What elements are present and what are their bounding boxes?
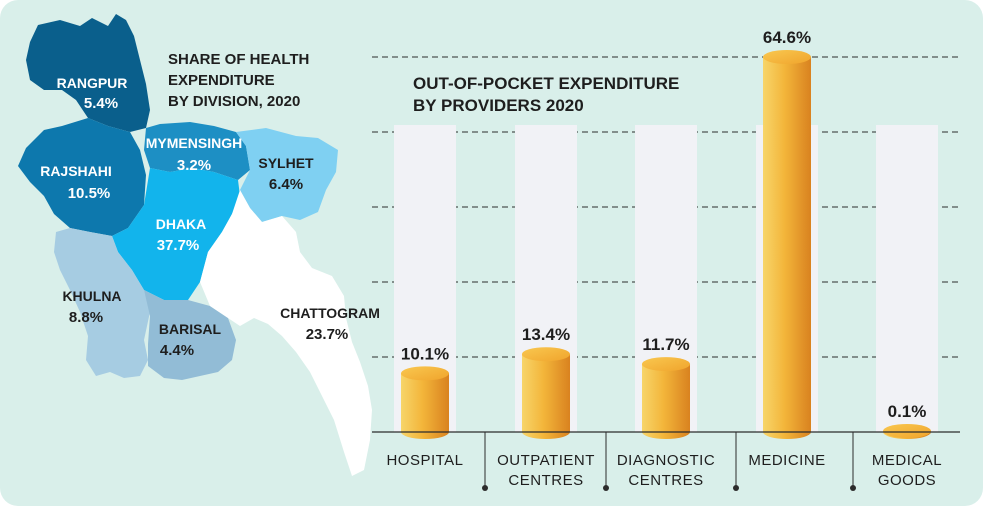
map-region-mymensingh (144, 122, 250, 180)
bar-value-label: 64.6% (763, 28, 811, 47)
bar-cap (883, 424, 931, 438)
division-value-barisal: 4.4% (160, 342, 194, 359)
bar-body (401, 373, 449, 439)
category-label: HOSPITAL (386, 452, 463, 469)
bar-cap (401, 366, 449, 381)
bar-value-label: 13.4% (522, 325, 570, 344)
chart-title-line-1: OUT-OF-POCKET EXPENDITURE (413, 74, 679, 93)
bar-body (522, 354, 570, 439)
chart-title-line-2: BY PROVIDERS 2020 (413, 96, 584, 115)
category-label: CENTRES (628, 472, 703, 489)
x-axis-divider-dot (482, 485, 488, 491)
map-region-rajshahi (18, 118, 146, 236)
map-region-sylhet (236, 128, 338, 222)
bar-cap (522, 347, 570, 362)
category-label: DIAGNOSTIC (617, 452, 715, 469)
category-label: CENTRES (508, 472, 583, 489)
map-region-dhaka (112, 168, 240, 300)
map-region-rangpur (26, 14, 150, 132)
bar-cap (642, 357, 690, 372)
division-name-chattogram: CHATTOGRAM (280, 305, 380, 321)
bar-cap (763, 50, 811, 64)
chart-bar-2: 11.7% (642, 335, 690, 439)
map-title-line-2: EXPENDITURE (168, 72, 275, 89)
division-value-chattogram: 23.7% (306, 326, 349, 343)
bar-value-label: 10.1% (401, 344, 449, 363)
map-region-barisal (144, 290, 236, 380)
division-value-dhaka: 37.7% (157, 237, 200, 254)
division-name-barisal: BARISAL (159, 321, 222, 337)
bar-body (642, 364, 690, 439)
chart-bar-0: 10.1% (401, 344, 449, 439)
chart-bar-4: 0.1% (883, 402, 931, 439)
chart-band (876, 125, 938, 432)
chart-bar-1: 13.4% (522, 325, 570, 439)
division-name-rangpur: RANGPUR (57, 75, 128, 91)
division-name-rajshahi: RAJSHAHI (40, 163, 112, 179)
bangladesh-division-map (18, 14, 372, 476)
map-title-line-3: BY DIVISION, 2020 (168, 93, 300, 110)
chart-x-axis (372, 431, 960, 491)
x-axis-divider-dot (850, 485, 856, 491)
category-label: MEDICINE (748, 452, 825, 469)
category-label: MEDICAL (872, 452, 942, 469)
division-value-rajshahi: 10.5% (68, 185, 111, 202)
chart-bar-3: 64.6% (763, 28, 811, 439)
map-region-khulna (54, 228, 150, 378)
division-name-sylhet: SYLHET (258, 155, 314, 171)
category-label: GOODS (878, 472, 936, 489)
x-axis-divider-dot (733, 485, 739, 491)
bar-body (763, 57, 811, 439)
division-value-mymensingh: 3.2% (177, 157, 211, 174)
bar-value-label: 11.7% (642, 335, 689, 354)
map-region-chattogram (200, 190, 372, 476)
division-value-rangpur: 5.4% (84, 95, 118, 112)
x-axis-divider-dot (603, 485, 609, 491)
category-label: OUTPATIENT (497, 452, 595, 469)
division-value-sylhet: 6.4% (269, 176, 303, 193)
division-value-khulna: 8.8% (69, 309, 103, 326)
division-name-khulna: KHULNA (62, 288, 121, 304)
chart-category-labels: HOSPITAL OUTPATIENT CENTRES DIAGNOSTIC CENTR… (386, 452, 942, 489)
map-title-line-1: SHARE OF HEALTH (168, 51, 309, 68)
bar-value-label: 0.1% (888, 402, 927, 421)
division-name-mymensingh: MYMENSINGH (146, 135, 242, 151)
chart-bars: 10.1% 13.4% 11.7% 64.6% 0.1% (401, 28, 931, 439)
division-name-dhaka: DHAKA (156, 216, 207, 232)
